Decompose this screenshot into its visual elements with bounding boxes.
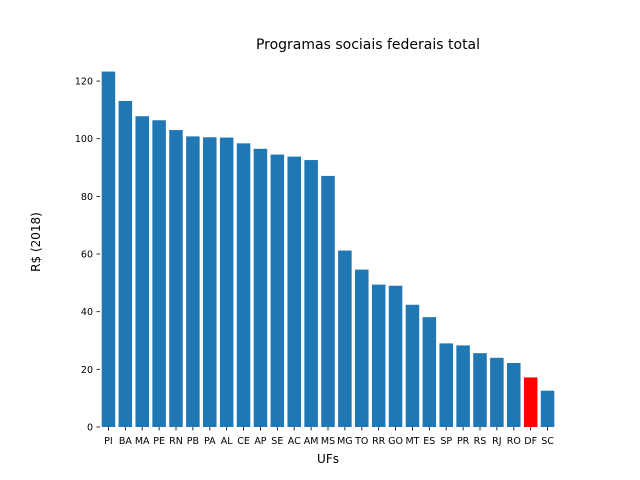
x-tick-label: DF [524, 436, 537, 447]
bar-rj [490, 357, 504, 427]
bars-group [101, 71, 555, 428]
bar-pi [101, 71, 116, 428]
bar-ro [507, 363, 521, 427]
y-tick-label: 40 [81, 307, 93, 318]
x-tick-label: RN [169, 436, 183, 447]
y-axis-label: R$ (2018) [29, 212, 43, 272]
x-tick-label: BA [119, 436, 133, 447]
bar-pa [203, 137, 217, 427]
x-tick-label: AM [304, 436, 319, 447]
x-tick-label: AP [254, 436, 266, 447]
x-tick-label: PB [187, 436, 199, 447]
bar-rr [371, 284, 386, 427]
bar-to [355, 269, 369, 427]
chart-title: Programas sociais federais total [256, 37, 480, 53]
bar-pb [186, 136, 200, 427]
bar-al [219, 137, 234, 427]
bar-ma [135, 116, 149, 427]
bar-mg [338, 250, 352, 427]
x-tick-label: AL [221, 436, 233, 447]
bar-ba [118, 100, 133, 427]
x-tick-label: MT [405, 436, 419, 447]
x-tick-label: RS [474, 436, 487, 447]
bar-pr [456, 345, 470, 427]
bar-ms [321, 175, 335, 427]
bar-ac [287, 156, 301, 427]
bar-ce [236, 143, 251, 427]
x-tick-label: SE [271, 436, 283, 447]
y-tick-label: 120 [75, 77, 93, 88]
bar-se [270, 154, 285, 427]
bar-am [304, 160, 318, 428]
x-tick-label: AC [288, 436, 301, 447]
y-tick-label: 80 [81, 192, 93, 203]
y-tick-label: 60 [81, 250, 93, 261]
x-tick-label: ES [423, 436, 435, 447]
x-axis-label: UFs [317, 452, 339, 466]
x-tick-label: MS [321, 436, 335, 447]
x-tick-label: SP [440, 436, 452, 447]
x-tick-label: MA [135, 436, 150, 447]
x-tick-label: PE [153, 436, 165, 447]
bar-sp [439, 343, 453, 427]
bar-go [388, 285, 403, 427]
x-tick-label: SC [541, 436, 554, 447]
bar-mt [405, 304, 420, 427]
y-tick-label: 0 [87, 423, 93, 434]
x-tick-label: PI [104, 436, 113, 447]
y-axis: 0 20 40 60 80 100 120 [75, 77, 100, 434]
x-tick-label: CE [237, 436, 250, 447]
x-tick-label: PA [204, 436, 216, 447]
x-tick-label: RR [372, 436, 386, 447]
x-tick-label: RO [507, 436, 521, 447]
bar-ap [253, 148, 268, 427]
x-tick-label: PR [457, 436, 470, 447]
y-tick-label: 100 [75, 134, 93, 145]
x-axis: PI BA MA PE RN PB PA AL CE AP SE AC AM MS MG TO RR GO MT ES… [104, 427, 554, 447]
bar-rn [169, 130, 183, 427]
bar-pe [152, 120, 166, 428]
y-tick-label: 20 [81, 365, 93, 376]
bar-df [523, 377, 538, 427]
x-tick-label: TO [354, 436, 368, 447]
bar-rs [473, 353, 487, 427]
x-tick-label: MG [337, 436, 353, 447]
x-tick-label: GO [388, 436, 403, 447]
bar-sc [540, 390, 555, 427]
x-tick-label: RJ [492, 436, 501, 447]
bar-es [422, 317, 437, 427]
